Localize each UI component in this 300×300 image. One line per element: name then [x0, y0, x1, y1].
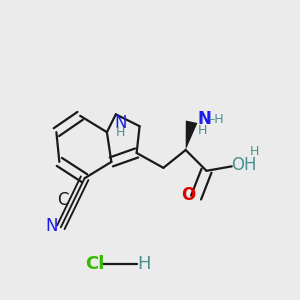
Polygon shape: [186, 121, 197, 150]
Text: –H: –H: [209, 113, 224, 126]
Text: H: H: [198, 124, 208, 137]
Text: O: O: [182, 186, 196, 204]
Text: OH: OH: [232, 156, 257, 174]
Text: H: H: [137, 255, 151, 273]
Text: N: N: [198, 110, 212, 128]
Text: N: N: [114, 114, 127, 132]
Text: N: N: [46, 217, 58, 235]
Text: H: H: [249, 145, 259, 158]
Text: Cl: Cl: [85, 255, 105, 273]
Text: C: C: [58, 191, 69, 209]
Text: H: H: [116, 126, 125, 139]
